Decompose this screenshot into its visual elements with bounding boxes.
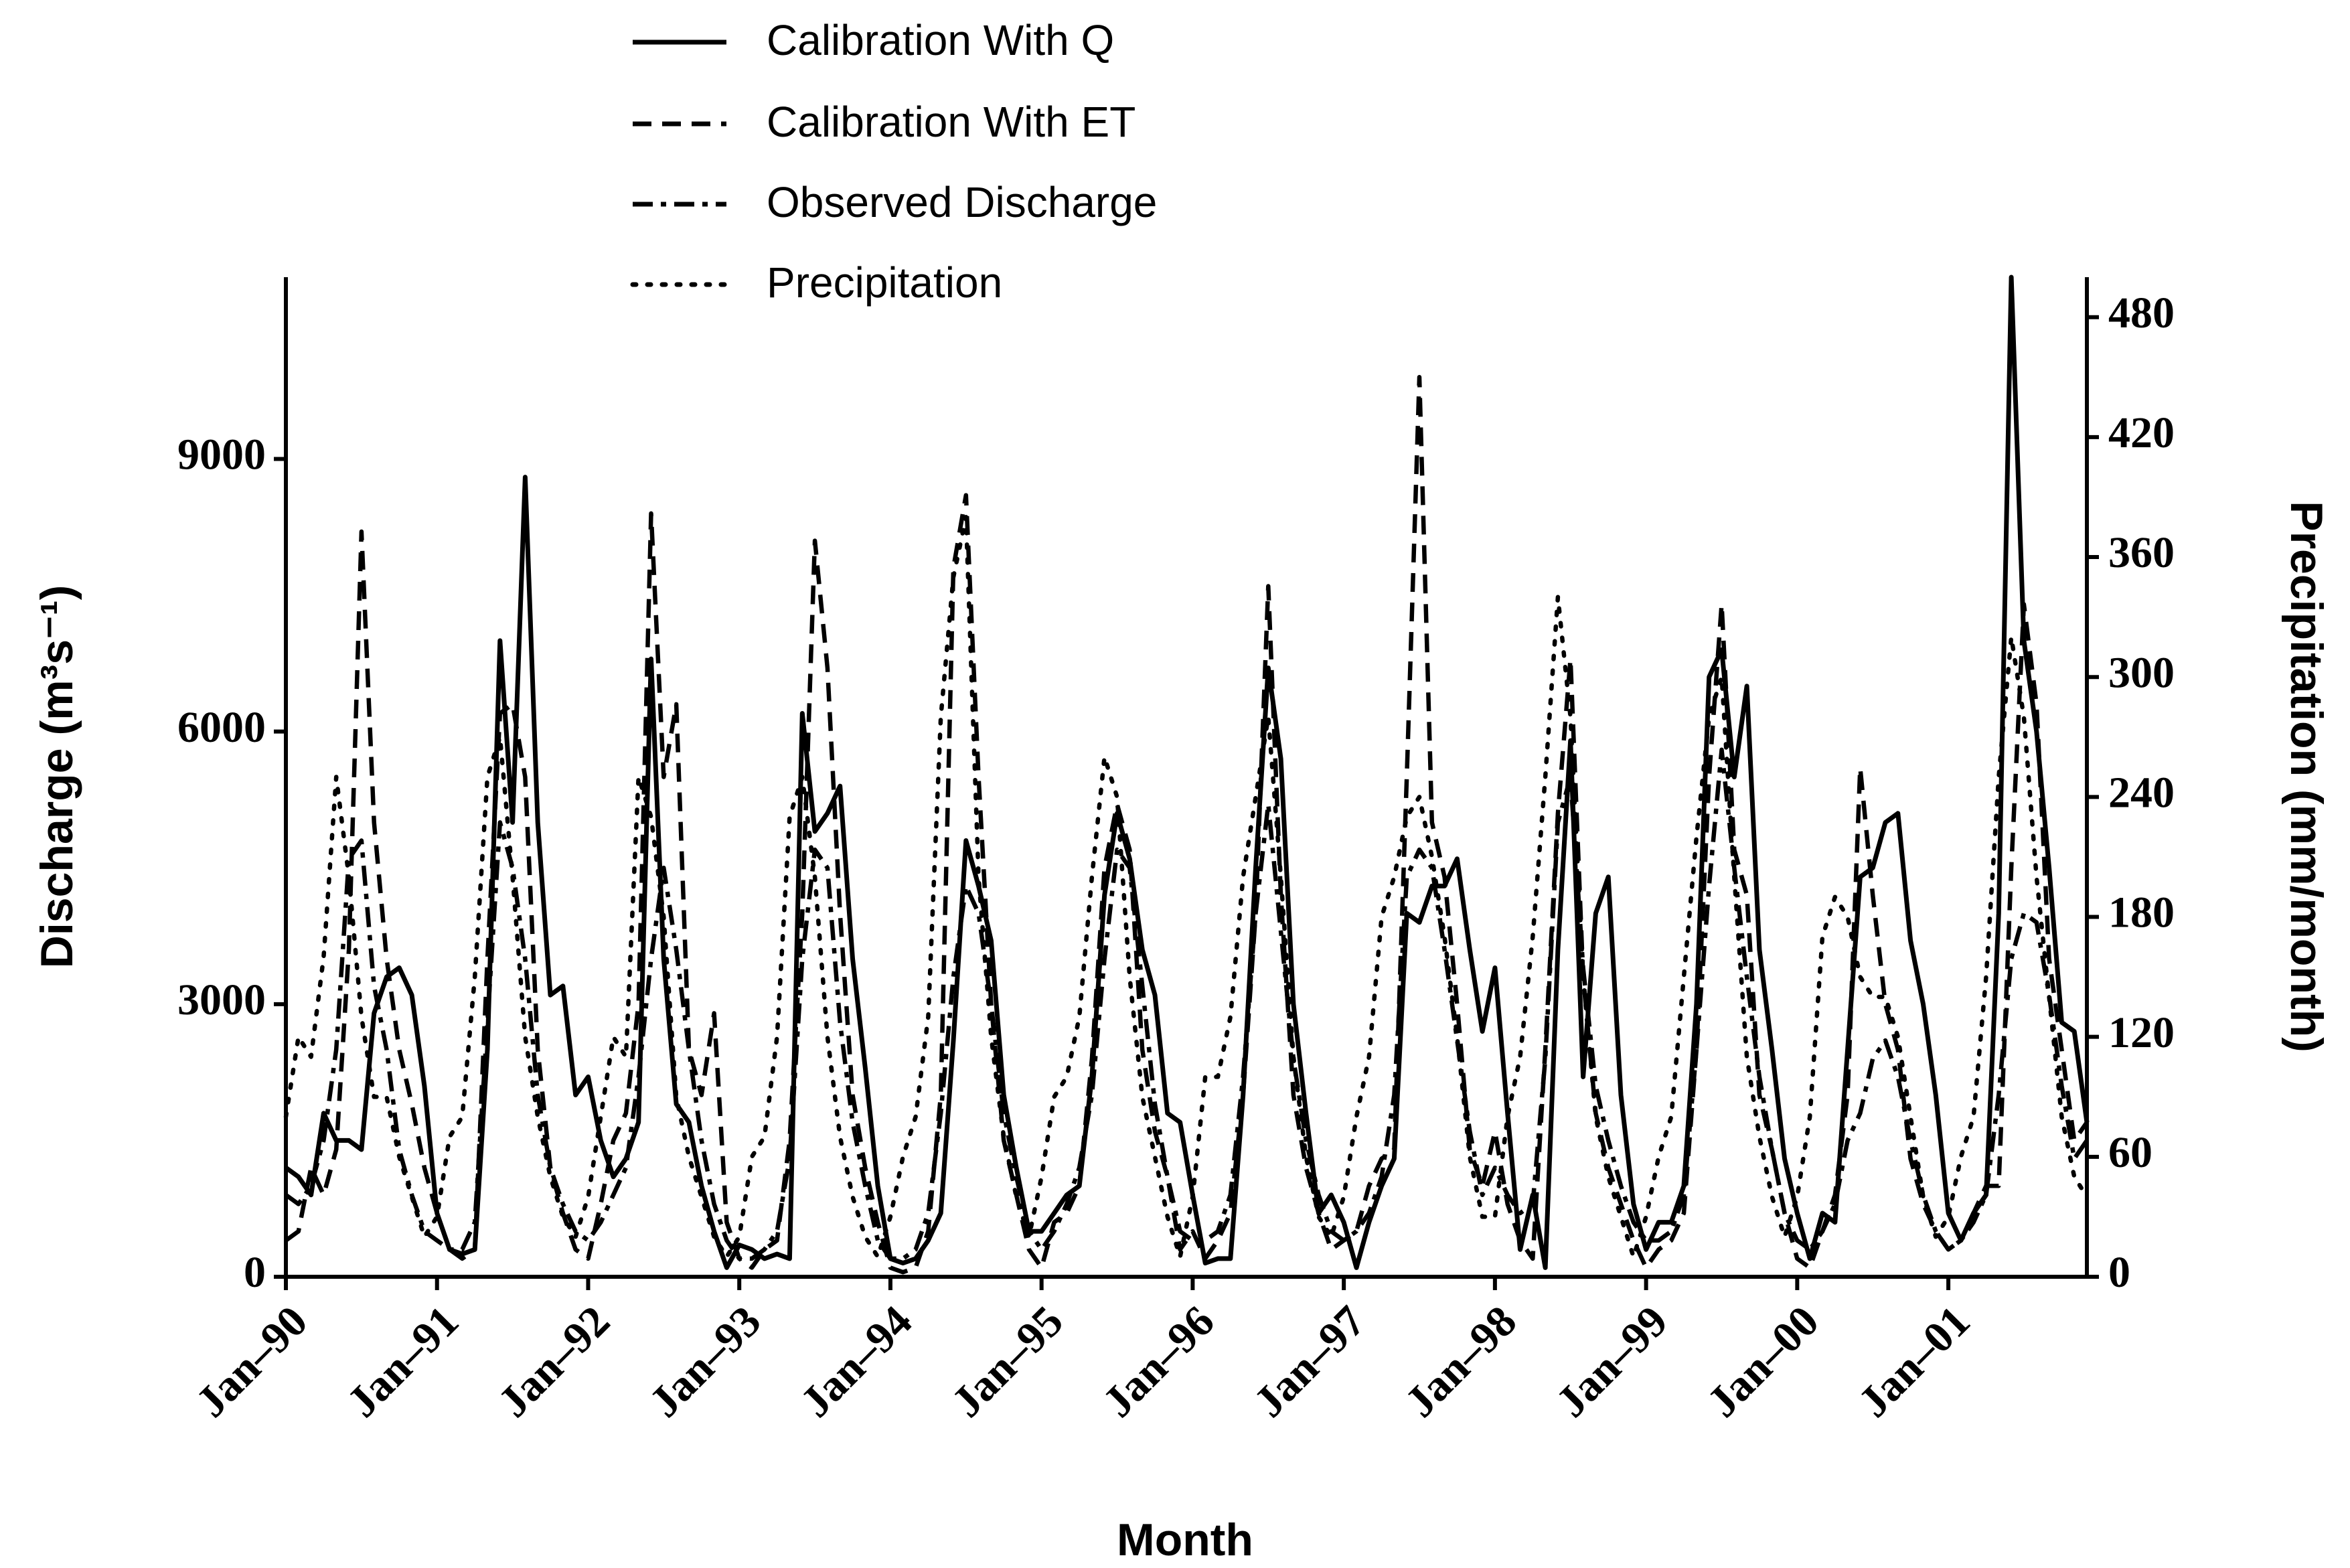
- series-line: [285, 747, 2089, 1261]
- x-tick-label: Jan–99: [1547, 1297, 1677, 1427]
- y-tick-label: 3000: [177, 975, 266, 1024]
- series-line: [284, 275, 2090, 1270]
- legend-label: Calibration With ET: [767, 98, 1135, 146]
- x-tick-label: Jan–92: [489, 1297, 619, 1427]
- x-tick-label: Jan–97: [1245, 1297, 1375, 1427]
- x-axis-title: Month: [1117, 1514, 1253, 1565]
- x-tick-label: Jan–93: [640, 1297, 770, 1427]
- legend-label: Precipitation: [767, 258, 1002, 307]
- y-tick-label: 6000: [177, 703, 266, 752]
- y2-tick-label: 60: [2108, 1128, 2152, 1177]
- y2-tick-label: 0: [2108, 1248, 2130, 1297]
- y2-tick-label: 180: [2108, 888, 2175, 937]
- x-tick-label: Jan–95: [943, 1297, 1073, 1427]
- y2-axis-title: Precipitation (mm/month): [2281, 501, 2332, 1052]
- y2-tick-label: 480: [2108, 289, 2175, 337]
- legend-label: Observed Discharge: [767, 178, 1157, 226]
- x-tick-label: Jan–01: [1849, 1297, 1979, 1427]
- y2-tick-label: 360: [2108, 528, 2175, 577]
- y-tick-label: 0: [244, 1248, 266, 1297]
- x-tick-label: Jan–98: [1396, 1297, 1526, 1427]
- x-tick-label: Jan–96: [1093, 1297, 1223, 1427]
- y-axis-title: Discharge (m³s⁻¹): [31, 585, 82, 968]
- x-tick-label: Jan–91: [338, 1297, 468, 1427]
- y2-tick-label: 120: [2108, 1008, 2175, 1057]
- y-tick-label: 9000: [177, 430, 266, 479]
- x-tick-label: Jan–00: [1698, 1297, 1828, 1427]
- series-line: [285, 375, 2089, 1275]
- series-line: [283, 515, 2090, 1259]
- x-tick-label: Jan–94: [791, 1297, 921, 1427]
- x-tick-label: Jan–90: [187, 1297, 317, 1427]
- y2-tick-label: 300: [2108, 648, 2175, 697]
- y2-tick-label: 420: [2108, 408, 2175, 457]
- legend-label: Calibration With Q: [767, 16, 1114, 64]
- y2-tick-label: 240: [2108, 769, 2175, 817]
